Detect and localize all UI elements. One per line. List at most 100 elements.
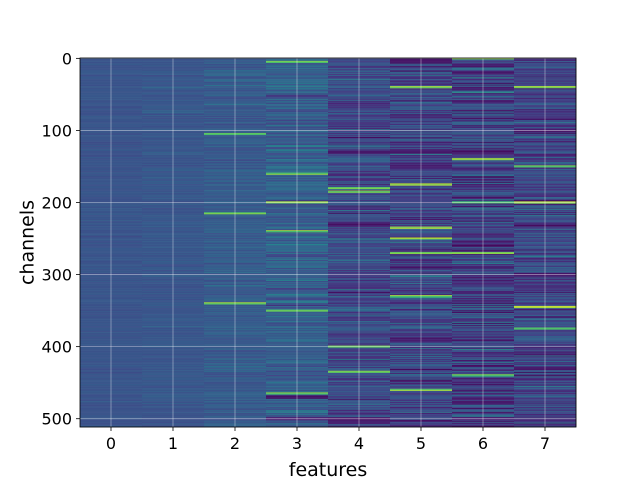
heatmap-cell	[390, 370, 453, 372]
heatmap-cell	[390, 58, 453, 60]
heatmap-cell	[142, 212, 205, 214]
heatmap-cell	[514, 331, 577, 333]
heatmap-cell	[266, 113, 329, 115]
heatmap-cell	[328, 296, 391, 298]
heatmap-cell	[266, 73, 329, 75]
heatmap-cell	[204, 369, 267, 371]
heatmap-cell	[452, 278, 515, 280]
heatmap-cell	[452, 144, 515, 146]
heatmap-cell	[390, 234, 453, 236]
heatmap-cell	[514, 361, 577, 363]
heatmap-cell	[142, 242, 205, 244]
heatmap-cell	[80, 351, 143, 353]
heatmap-cell	[266, 140, 329, 142]
heatmap-cell	[390, 236, 453, 238]
heatmap-cell	[80, 224, 143, 226]
heatmap-cell	[452, 177, 515, 179]
heatmap-cell	[266, 217, 329, 220]
heatmap-cell	[142, 116, 205, 118]
heatmap-cell	[390, 419, 453, 421]
heatmap-cell	[390, 129, 453, 131]
heatmap-cell	[452, 401, 515, 403]
heatmap-cell	[390, 288, 453, 290]
heatmap-cell	[204, 397, 267, 399]
heatmap-cell	[142, 172, 205, 174]
heatmap-cell	[328, 212, 391, 214]
heatmap-cell	[452, 285, 515, 287]
heatmap-cell	[390, 190, 453, 192]
heatmap-cell	[142, 136, 205, 138]
heatmap-cell	[142, 143, 205, 145]
heatmap-cell	[266, 292, 329, 294]
heatmap-cell	[142, 292, 205, 294]
heatmap-cell	[514, 154, 577, 156]
heatmap-cell	[142, 93, 205, 95]
heatmap-cell	[266, 181, 329, 183]
heatmap-cell	[328, 335, 391, 337]
heatmap-cell	[142, 398, 205, 400]
heatmap-cell	[142, 334, 205, 336]
heatmap-cell	[80, 339, 143, 341]
heatmap-cell	[328, 422, 391, 424]
heatmap-cell	[390, 168, 453, 171]
heatmap-cell	[80, 74, 143, 76]
heatmap-cell	[204, 295, 267, 297]
heatmap-cell	[514, 367, 577, 369]
heatmap-cell	[80, 230, 143, 232]
heatmap-cell	[452, 100, 515, 102]
heatmap-cell	[204, 186, 267, 188]
heatmap-cell	[80, 128, 143, 130]
heatmap-cell	[266, 132, 329, 134]
heatmap-cell	[204, 78, 267, 80]
heatmap-cell	[452, 287, 515, 289]
heatmap-cell	[142, 297, 205, 300]
heatmap-cell	[328, 359, 391, 361]
heatmap-cell	[266, 340, 329, 342]
heatmap-cell	[80, 243, 143, 245]
heatmap-cell	[80, 362, 143, 364]
heatmap-cell	[452, 399, 515, 401]
heatmap-cell	[328, 321, 391, 323]
heatmap-cell	[390, 171, 453, 173]
heatmap-cell	[204, 370, 267, 372]
heatmap-cell	[390, 136, 453, 138]
heatmap-cell	[514, 387, 577, 389]
heatmap-cell	[266, 226, 329, 228]
heatmap-cell	[328, 206, 391, 208]
heatmap-cell	[266, 217, 329, 219]
heatmap-cell	[80, 211, 143, 213]
heatmap-cell	[452, 408, 515, 411]
heatmap-cell	[142, 115, 205, 117]
heatmap-cell	[204, 272, 267, 274]
heatmap-cell	[452, 77, 515, 79]
heatmap-cell	[266, 143, 329, 145]
heatmap-cell	[514, 165, 577, 167]
heatmap-cell	[390, 322, 453, 324]
heatmap-cell	[80, 257, 143, 259]
heatmap-cell	[328, 312, 391, 314]
heatmap-cell	[452, 395, 515, 397]
heatmap-cell	[390, 92, 453, 94]
heatmap-cell	[266, 194, 329, 196]
heatmap-cell	[390, 257, 453, 259]
heatmap-cell	[142, 237, 205, 239]
heatmap-cell	[390, 241, 453, 243]
heatmap-cell	[514, 292, 577, 294]
heatmap-cell	[390, 119, 453, 121]
heatmap-cell	[514, 104, 577, 106]
heatmap-cell	[452, 64, 515, 66]
heatmap-cell	[452, 58, 515, 60]
heatmap-cell	[142, 333, 205, 335]
heatmap-cell	[452, 271, 515, 273]
heatmap-cell	[390, 294, 453, 296]
heatmap-cell	[328, 282, 391, 284]
heatmap-cell	[514, 349, 577, 351]
heatmap-cell	[80, 254, 143, 256]
heatmap-cell	[328, 84, 391, 86]
heatmap-cell	[514, 323, 577, 325]
heatmap-cell	[204, 96, 267, 98]
heatmap-cell	[80, 223, 143, 225]
heatmap-cell	[390, 340, 453, 342]
heatmap-cell	[390, 157, 453, 159]
heatmap-cell	[328, 244, 391, 246]
